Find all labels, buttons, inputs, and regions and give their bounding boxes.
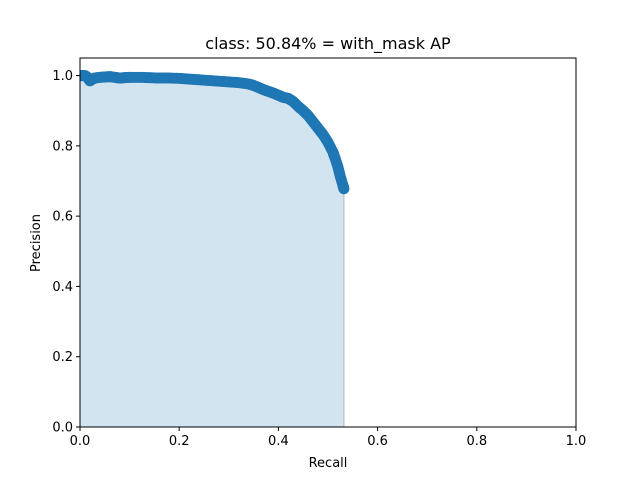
x-tick-label: 1.0 xyxy=(566,434,587,449)
y-axis-label: Precision xyxy=(29,214,44,272)
plot-frame xyxy=(79,57,577,428)
y-tick-label: 0.2 xyxy=(52,350,73,365)
y-tick-label: 0.4 xyxy=(52,280,73,295)
y-tick-label: 1.0 xyxy=(52,69,73,84)
y-tick-label: 0.0 xyxy=(52,421,73,436)
plot-layer: 0.0 0.2 0.4 0.6 0.8 1.0 0.0 0.2 0.4 0.6 0.8 1.0 xyxy=(52,57,587,449)
pr-point xyxy=(338,183,350,195)
pr-points-group xyxy=(80,70,350,195)
x-axis-label: Recall xyxy=(309,456,348,471)
x-tick-label: 0.4 xyxy=(268,434,289,449)
x-tick-label: 0.2 xyxy=(169,434,190,449)
pr-area-fill xyxy=(80,75,344,428)
y-tick-label: 0.6 xyxy=(52,210,73,225)
x-tick-label: 0.0 xyxy=(70,434,91,449)
chart-title: class: 50.84% = with_mask AP xyxy=(205,34,451,54)
x-tick-label: 0.8 xyxy=(466,434,487,449)
y-tick-label: 0.8 xyxy=(52,139,73,154)
x-tick-label: 0.6 xyxy=(367,434,388,449)
